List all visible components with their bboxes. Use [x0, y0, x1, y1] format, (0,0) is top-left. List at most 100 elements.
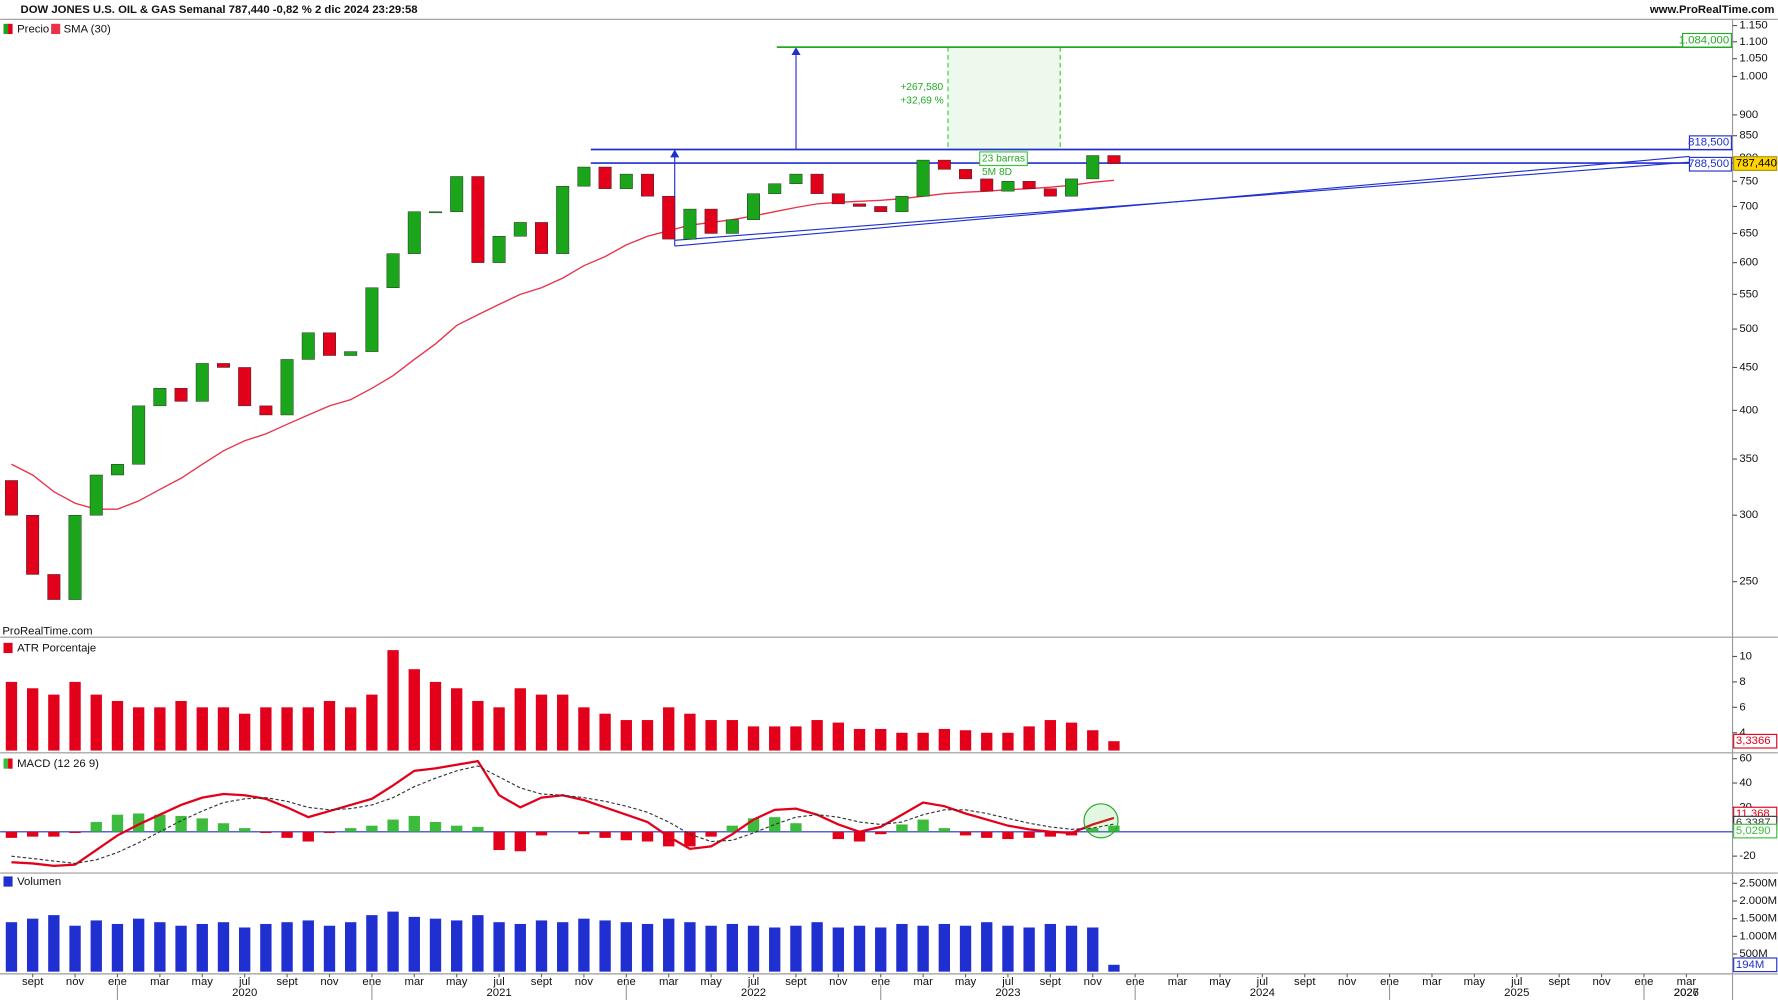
x-tick-label: ene: [1635, 976, 1654, 988]
y-tick-label: 60: [1739, 753, 1752, 765]
bar: [641, 923, 654, 972]
histogram-bar: [281, 831, 293, 838]
bar: [1108, 964, 1120, 972]
candle: [110, 464, 124, 476]
value-label: 788,500: [1688, 158, 1729, 170]
bar: [366, 915, 378, 972]
histogram-bar: [90, 822, 102, 832]
y-tick-label: 700: [1739, 200, 1758, 212]
bar: [1002, 925, 1014, 972]
y-tick-label: 1.100: [1739, 36, 1767, 48]
x-tick-label: ene: [1126, 976, 1145, 988]
value-label: 787,440: [1736, 158, 1777, 170]
panel-title: Volumen: [17, 876, 61, 888]
y-tick-label: 500: [1739, 323, 1758, 335]
candle: [641, 173, 654, 197]
bar: [726, 720, 738, 751]
year-label: 2025: [1504, 987, 1529, 999]
bar: [1002, 732, 1014, 751]
y-tick-label: 2.000M: [1739, 895, 1777, 907]
bar: [302, 707, 314, 751]
histogram-bar: [345, 828, 357, 832]
target-zone: [947, 47, 1061, 150]
bar: [1065, 925, 1078, 972]
bar: [1023, 726, 1035, 751]
histogram-bar: [429, 822, 442, 832]
x-tick-label: mar: [1677, 976, 1697, 988]
histogram-bar: [451, 825, 463, 832]
bar: [514, 688, 526, 751]
y-tick-label: 1.000: [1739, 70, 1767, 82]
histogram-bar: [175, 815, 187, 832]
bar: [154, 922, 166, 972]
histogram-bar: [1087, 828, 1099, 832]
bar: [684, 922, 696, 972]
x-tick-label: mar: [913, 976, 933, 988]
x-tick-label: nov: [1338, 976, 1357, 988]
candle: [450, 176, 464, 212]
bar: [260, 707, 272, 751]
bar: [811, 720, 823, 751]
y-tick-label: 1.150: [1739, 20, 1767, 32]
bar: [239, 927, 251, 972]
bar: [663, 707, 675, 751]
bar: [196, 923, 208, 972]
y-tick-label: 900: [1739, 109, 1758, 121]
bar: [641, 720, 654, 751]
histogram-bar: [599, 831, 611, 838]
bar: [1108, 741, 1120, 751]
candle: [471, 176, 485, 263]
histogram-bar: [217, 823, 230, 832]
x-tick-label: mar: [659, 976, 679, 988]
bar: [217, 922, 230, 972]
bar: [345, 707, 357, 751]
panel-title: ATR Porcentaje: [17, 643, 96, 655]
x-tick-label: jul: [238, 976, 250, 988]
bar: [747, 925, 760, 972]
bar: [769, 726, 781, 751]
candle: [662, 195, 676, 240]
histogram-bar: [684, 831, 696, 847]
histogram-bar: [1044, 831, 1057, 837]
x-tick-label: mar: [150, 976, 170, 988]
histogram-bar: [578, 831, 590, 835]
histogram-bar: [790, 823, 802, 832]
bar: [493, 922, 505, 972]
panel-title: MACD (12 26 9): [17, 758, 99, 770]
bar: [620, 922, 632, 972]
histogram-bar: [302, 831, 314, 842]
candle: [556, 185, 570, 254]
legend-icon: [3, 642, 13, 654]
bar: [493, 707, 505, 751]
bar: [366, 694, 378, 751]
bar: [111, 923, 124, 972]
y-tick-label: 750: [1739, 175, 1758, 187]
x-tick-label: nov: [1084, 976, 1103, 988]
legend-label: SMA (30): [64, 23, 111, 35]
histogram-bar: [747, 818, 760, 832]
bar: [853, 925, 866, 972]
candle: [598, 166, 612, 189]
x-tick-label: nov: [1592, 976, 1611, 988]
bar: [239, 713, 251, 751]
bar: [578, 707, 590, 751]
bar: [557, 694, 569, 751]
bar: [811, 922, 823, 972]
legend-icon: [8, 758, 13, 769]
candle: [407, 211, 421, 254]
histogram-bar: [1108, 825, 1120, 832]
candle: [301, 332, 315, 360]
bar: [1044, 720, 1057, 751]
bar: [959, 925, 972, 972]
watermark: ProRealTime.com: [2, 626, 92, 638]
candle: [1065, 178, 1079, 197]
x-tick-label: jul: [1256, 976, 1268, 988]
bar: [5, 922, 18, 972]
bar: [620, 720, 632, 751]
histogram-bar: [853, 831, 866, 842]
x-tick-label: jul: [1510, 976, 1522, 988]
x-tick-label: ene: [108, 976, 127, 988]
legend-icon: [3, 876, 13, 887]
sma-line: [11, 179, 1115, 510]
candle: [323, 332, 336, 356]
